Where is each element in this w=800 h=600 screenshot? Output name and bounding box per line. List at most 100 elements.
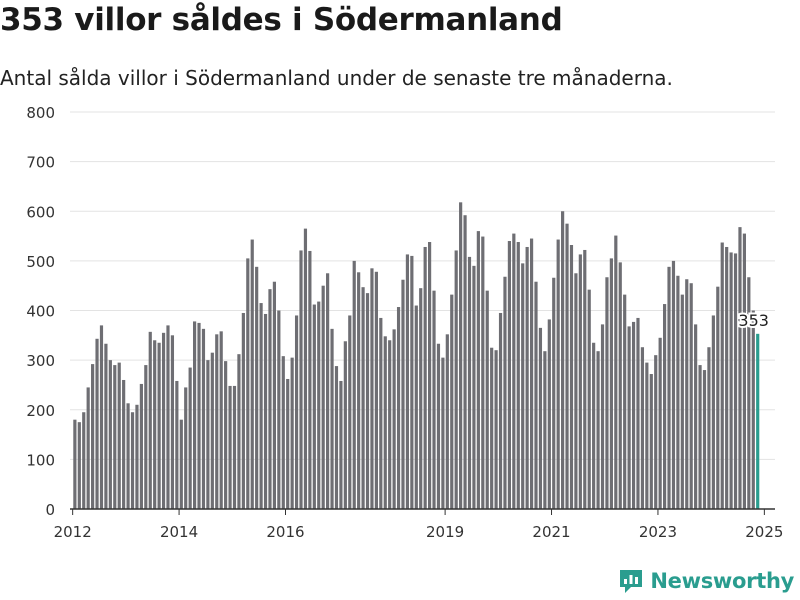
bar <box>259 303 263 509</box>
bar <box>729 252 733 509</box>
bar <box>294 315 299 509</box>
bar <box>73 419 77 509</box>
bar <box>224 361 228 509</box>
bar <box>246 258 250 509</box>
bar <box>317 301 321 509</box>
bar <box>685 279 689 509</box>
bar <box>605 277 609 509</box>
bar <box>210 352 214 509</box>
bar <box>725 246 729 510</box>
bar <box>649 374 653 509</box>
bar <box>671 260 676 510</box>
bar <box>126 403 130 509</box>
y-tick-label: 0 <box>45 501 55 519</box>
bar <box>663 304 667 509</box>
bar <box>357 272 361 509</box>
bar <box>77 422 81 509</box>
bar <box>716 286 720 509</box>
bar <box>272 281 276 509</box>
bar <box>91 364 95 509</box>
bar <box>432 290 436 509</box>
bar <box>592 342 596 509</box>
bar <box>401 279 405 509</box>
bar <box>494 350 498 509</box>
bar <box>702 370 707 509</box>
bar <box>419 288 423 509</box>
bar <box>428 242 432 509</box>
bar <box>689 283 693 509</box>
bar <box>308 250 312 509</box>
bar <box>321 285 325 509</box>
x-tick-label: 2025 <box>745 523 783 541</box>
y-tick-label: 700 <box>26 154 55 172</box>
bar <box>596 351 600 509</box>
bar <box>472 265 476 509</box>
bar <box>277 310 281 509</box>
bar <box>467 256 472 509</box>
highlight-value-label: 353 <box>738 311 769 330</box>
bar <box>441 357 445 509</box>
bar <box>263 313 268 509</box>
bar <box>614 235 618 509</box>
bar <box>237 354 241 509</box>
bar <box>281 356 285 509</box>
x-tick-label: 2016 <box>266 523 304 541</box>
bar <box>534 281 538 509</box>
bar <box>512 233 516 509</box>
bar <box>498 312 503 509</box>
bar <box>720 242 724 509</box>
bar <box>184 387 188 509</box>
bar <box>751 310 755 509</box>
bar <box>547 319 551 509</box>
bar <box>627 326 631 509</box>
brand-name: Newsworthy <box>650 569 794 593</box>
y-tick-label: 800 <box>26 104 55 122</box>
bar <box>414 305 418 509</box>
bar <box>609 258 613 509</box>
bar <box>268 289 272 509</box>
bar <box>676 275 680 509</box>
bar <box>645 362 649 509</box>
bar <box>374 271 378 509</box>
newsworthy-logo-icon <box>620 570 643 593</box>
bar <box>157 342 161 509</box>
bar <box>733 253 738 509</box>
bar <box>454 250 458 509</box>
bar <box>139 383 143 509</box>
bar <box>543 351 547 509</box>
bar <box>117 362 121 509</box>
bar <box>481 236 485 509</box>
bar <box>153 340 157 509</box>
bar-chart: 0 100 200 300 400 500 600 700 800 353 2012 2014 2016… <box>26 104 783 541</box>
bar <box>658 337 662 509</box>
bar <box>312 304 316 509</box>
bar <box>255 266 259 509</box>
bar <box>82 412 86 509</box>
bar <box>490 347 494 509</box>
bar <box>587 289 591 509</box>
bar <box>330 328 334 509</box>
bar <box>104 343 108 509</box>
bar <box>396 307 401 509</box>
y-tick-label: 500 <box>26 253 55 271</box>
bar <box>135 404 139 509</box>
x-tick-label: 2019 <box>426 523 464 541</box>
x-tick-label: 2014 <box>160 523 198 541</box>
bar <box>578 254 582 509</box>
bar <box>343 341 347 509</box>
chart-subtitle: Antal sålda villor i Södermanland under … <box>0 66 673 90</box>
bar <box>507 241 511 509</box>
bar <box>215 334 219 509</box>
bar <box>352 260 356 510</box>
bar <box>707 347 711 509</box>
bar <box>326 273 330 509</box>
bar <box>334 366 339 509</box>
grid-lines <box>70 111 775 460</box>
x-tick-label: 2021 <box>532 523 570 541</box>
bar <box>410 255 414 509</box>
bar <box>290 357 294 509</box>
bar <box>654 355 658 509</box>
bar <box>459 202 463 509</box>
bar <box>392 329 396 509</box>
bar <box>711 315 715 509</box>
